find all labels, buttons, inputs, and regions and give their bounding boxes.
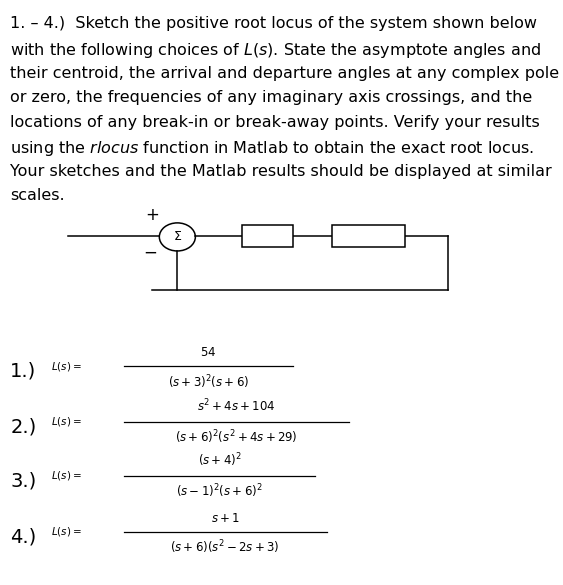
Bar [332,225,405,247]
Text: −: − [144,244,157,261]
Text: $s+1$: $s+1$ [211,512,240,525]
Text: 4.): 4.) [10,528,37,546]
Text: $(s-1)^2(s+6)^2$: $(s-1)^2(s+6)^2$ [176,483,263,500]
Text: $(s+6)^2(s^2+4s+29)$: $(s+6)^2(s^2+4s+29)$ [175,429,298,446]
Text: $(s+6)(s^2-2s+3)$: $(s+6)(s^2-2s+3)$ [171,539,280,556]
Text: +: + [145,207,159,224]
Text: $s^2+4s+104$: $s^2+4s+104$ [197,398,276,415]
Text: $54$: $54$ [200,346,216,359]
Text: scales.: scales. [10,188,65,204]
Text: $\Sigma$: $\Sigma$ [173,230,182,243]
Bar [242,225,293,247]
Text: $L(s)=$: $L(s)=$ [51,415,82,428]
Text: $L(s)=$: $L(s)=$ [51,469,82,482]
Text: $(s+3)^2(s+6)$: $(s+3)^2(s+6)$ [168,373,249,391]
Text: their centroid, the arrival and departure angles at any complex pole: their centroid, the arrival and departur… [10,66,559,81]
Text: 2.): 2.) [10,418,37,436]
Text: with the following choices of $L(s)$. State the asymptote angles and: with the following choices of $L(s)$. St… [10,41,541,60]
Text: $L(s)$: $L(s)$ [354,227,383,245]
Text: $K$: $K$ [261,228,274,244]
Text: 1.): 1.) [10,362,37,381]
Text: $(s+4)^2$: $(s+4)^2$ [198,451,242,469]
Text: using the $\mathit{rlocus}$ function in Matlab to obtain the exact root locus.: using the $\mathit{rlocus}$ function in … [10,139,534,158]
Text: locations of any break-in or break-away points. Verify your results: locations of any break-in or break-away … [10,115,540,130]
Text: or zero, the frequencies of any imaginary axis crossings, and the: or zero, the frequencies of any imaginar… [10,90,533,105]
Text: 3.): 3.) [10,472,37,490]
Text: $L(s)=$: $L(s)=$ [51,360,82,373]
Text: 1. – 4.)  Sketch the positive root locus of the system shown below: 1. – 4.) Sketch the positive root locus … [10,16,537,32]
Text: $L(s)=$: $L(s)=$ [51,525,82,538]
Text: Your sketches and the Matlab results should be displayed at similar: Your sketches and the Matlab results sho… [10,164,552,179]
